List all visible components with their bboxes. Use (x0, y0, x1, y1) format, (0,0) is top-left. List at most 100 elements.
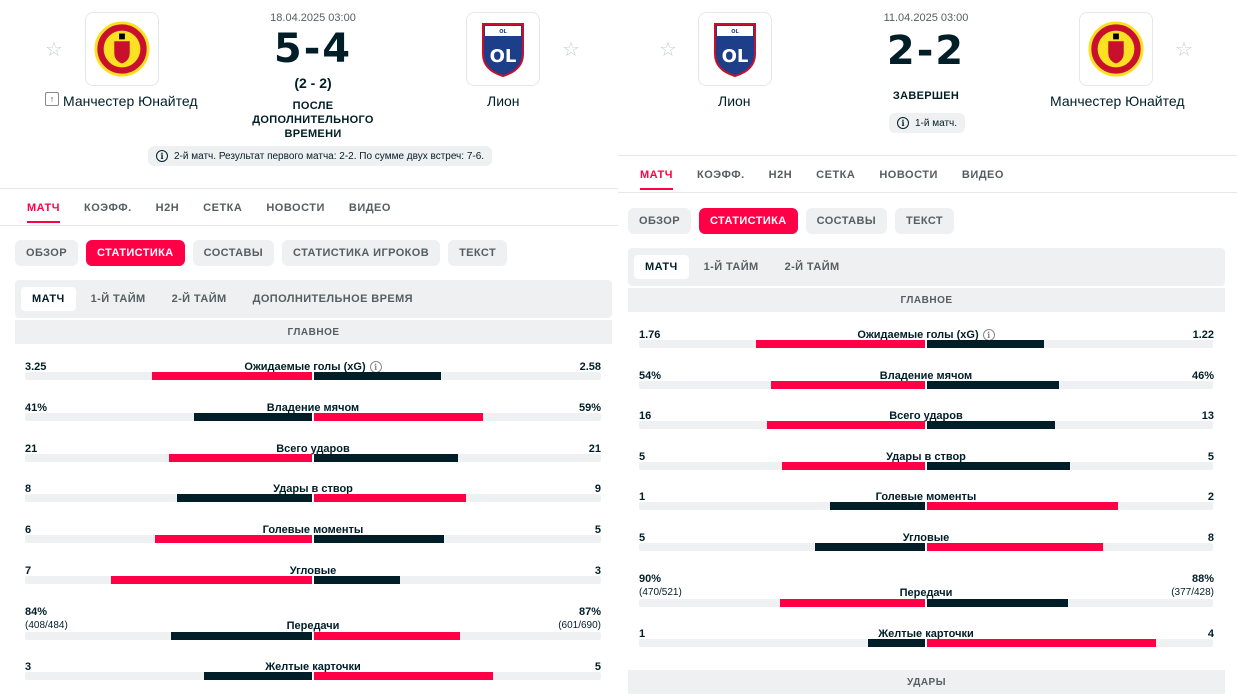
period-tab-2[interactable]: 2-Й ТАЙМ (784, 261, 840, 273)
stat-away-track (314, 453, 601, 462)
stat-home-value: 1.76 (639, 329, 661, 341)
tab-2[interactable]: H2H (768, 169, 793, 181)
stat-away-track (314, 576, 601, 584)
stat-label-3: Удары в створ (776, 451, 1076, 463)
match-date: 18.04.2025 03:00 (270, 12, 356, 24)
stat-away-track (927, 543, 1213, 551)
tab-4[interactable]: НОВОСТИ (266, 202, 325, 214)
team-logo-home[interactable] (85, 12, 159, 86)
advance-arrow-icon: ↑ (45, 92, 59, 106)
stat-away-value: 87% (578, 605, 601, 618)
stat-label-1: Владение мячом (776, 370, 1076, 382)
match-info-text: 1-й матч. (915, 117, 958, 129)
stat-label-text: Всего ударов (276, 442, 350, 455)
stat-away-bar (314, 412, 484, 421)
stat-away-track (314, 535, 601, 544)
stat-away-track (927, 380, 1213, 389)
stat-away-bar (927, 638, 1156, 647)
stat-away-bar (314, 631, 461, 640)
subtab-2[interactable]: СОСТАВЫ (192, 240, 275, 266)
stat-away-track (927, 598, 1213, 607)
match-status: ЗАВЕРШЕН (826, 89, 1026, 103)
stat-home-value: 7 (25, 565, 32, 577)
favorite-star-icon[interactable]: ☆ (45, 39, 63, 61)
period-selector: МАТЧ 1-Й ТАЙМ 2-Й ТАЙМ ДОПОЛНИТЕЛЬНОЕ ВРЕМЯ (15, 280, 612, 318)
status-line: ЗАВЕРШЕН (892, 90, 960, 102)
tab-5[interactable]: ВИДЕО (961, 169, 1004, 181)
match-date: 11.04.2025 03:00 (883, 12, 969, 24)
stat-home-track (25, 576, 312, 584)
subtab-1[interactable]: СТАТИСТИКА (698, 208, 798, 234)
team-logo-home[interactable]: OL OL (698, 12, 772, 86)
period-selector: МАТЧ 1-Й ТАЙМ 2-Й ТАЙМ (628, 248, 1225, 286)
stat-away-value: 59% (578, 401, 601, 414)
tab-1[interactable]: КОЭФФ. (84, 202, 132, 214)
subtab-3[interactable]: СТАТИСТИКА ИГРОКОВ (282, 240, 441, 266)
period-tab-2[interactable]: 2-Й ТАЙМ (171, 293, 227, 305)
match-info-text: 2-й матч. Результат первого матча: 2-2. … (174, 150, 485, 162)
stat-away-value: 4 (1207, 627, 1214, 640)
period-tab-0[interactable]: МАТЧ (634, 255, 689, 279)
team-name-away[interactable]: Манчестер Юнайтед (1050, 93, 1185, 109)
sub-tabs: ОБЗОР СТАТИСТИКА СОСТАВЫ СТАТИСТИКА ИГРОКОВ… (15, 240, 508, 266)
stat-label-text: Ожидаемые голы (xG) (857, 329, 979, 341)
tab-2[interactable]: H2H (155, 202, 180, 214)
stat-home-bar (780, 598, 925, 607)
subtab-4[interactable]: ТЕКСТ (448, 240, 508, 266)
tab-4[interactable]: НОВОСТИ (879, 169, 938, 181)
stat-away-value: 21 (588, 442, 601, 455)
stat-home-value: 21 (25, 442, 38, 455)
stat-home-track (25, 494, 312, 503)
tab-3[interactable]: СЕТКА (203, 202, 243, 214)
tab-1[interactable]: КОЭФФ. (697, 169, 745, 181)
period-tab-1[interactable]: 1-Й ТАЙМ (90, 293, 146, 305)
stat-label-text: Голевые моменты (262, 524, 364, 537)
stat-home-track (25, 671, 312, 680)
stat-home-value: 90% (639, 572, 662, 585)
stat-home-track (25, 535, 312, 544)
stat-away-bar (314, 453, 458, 462)
stat-home-value: 1 (639, 627, 646, 640)
stat-home-track (639, 421, 925, 430)
team-name-away[interactable]: Лион (487, 93, 520, 109)
subtab-0[interactable]: ОБЗОР (628, 208, 691, 234)
subtab-1[interactable]: СТАТИСТИКА (85, 240, 185, 266)
stat-home-bar (152, 372, 312, 380)
favorite-star-icon[interactable]: ☆ (659, 39, 677, 61)
tab-0[interactable]: МАТЧ (15, 193, 72, 223)
period-tab-0[interactable]: МАТЧ (21, 287, 76, 311)
stat-away-value: 9 (594, 483, 601, 496)
tabs-divider (618, 192, 1237, 193)
favorite-star-icon[interactable]: ☆ (1175, 39, 1193, 61)
status-line: ДОПОЛНИТЕЛЬНОГО (252, 114, 374, 126)
stat-label-text: Удары в створ (886, 450, 966, 463)
tab-3[interactable]: СЕТКА (816, 169, 856, 181)
favorite-star-icon[interactable]: ☆ (562, 39, 580, 61)
stat-away-track (927, 340, 1213, 348)
match-info-pill: i 2-й матч. Результат первого матча: 2-2… (148, 146, 493, 166)
period-tab-1[interactable]: 1-Й ТАЙМ (703, 261, 759, 273)
period-tab-3[interactable]: ДОПОЛНИТЕЛЬНОЕ ВРЕМЯ (252, 293, 413, 305)
lyon-crest-icon: OL OL (482, 23, 524, 78)
tab-5[interactable]: ВИДЕО (348, 202, 391, 214)
stat-home-value: 41% (25, 401, 48, 414)
match-tabs: МАТЧ КОЭФФ. H2H СЕТКА НОВОСТИ ВИДЕО (628, 160, 1016, 190)
team-logo-away[interactable]: OL OL (466, 12, 540, 86)
stat-label-text: Передачи (899, 586, 953, 599)
subtab-3[interactable]: ТЕКСТ (895, 208, 955, 234)
stat-away-bar (927, 461, 1070, 470)
subtab-0[interactable]: ОБЗОР (15, 240, 78, 266)
stat-away-bar (927, 380, 1059, 389)
match-info-pill: i 1-й матч. (889, 113, 966, 133)
team-name-home[interactable]: Лион (718, 93, 751, 109)
stat-label-text: Голевые моменты (875, 491, 977, 504)
lyon-crest-icon: OL OL (714, 23, 756, 78)
stat-home-track (639, 502, 925, 511)
team-logo-away[interactable] (1079, 12, 1153, 86)
section-header-shots: УДАРЫ (628, 670, 1225, 694)
subtab-2[interactable]: СОСТАВЫ (805, 208, 888, 234)
team-name-home[interactable]: Манчестер Юнайтед (63, 93, 198, 109)
stat-home-bar (155, 535, 312, 544)
stat-label-text: Владение мячом (266, 401, 360, 414)
tab-0[interactable]: МАТЧ (628, 160, 685, 190)
